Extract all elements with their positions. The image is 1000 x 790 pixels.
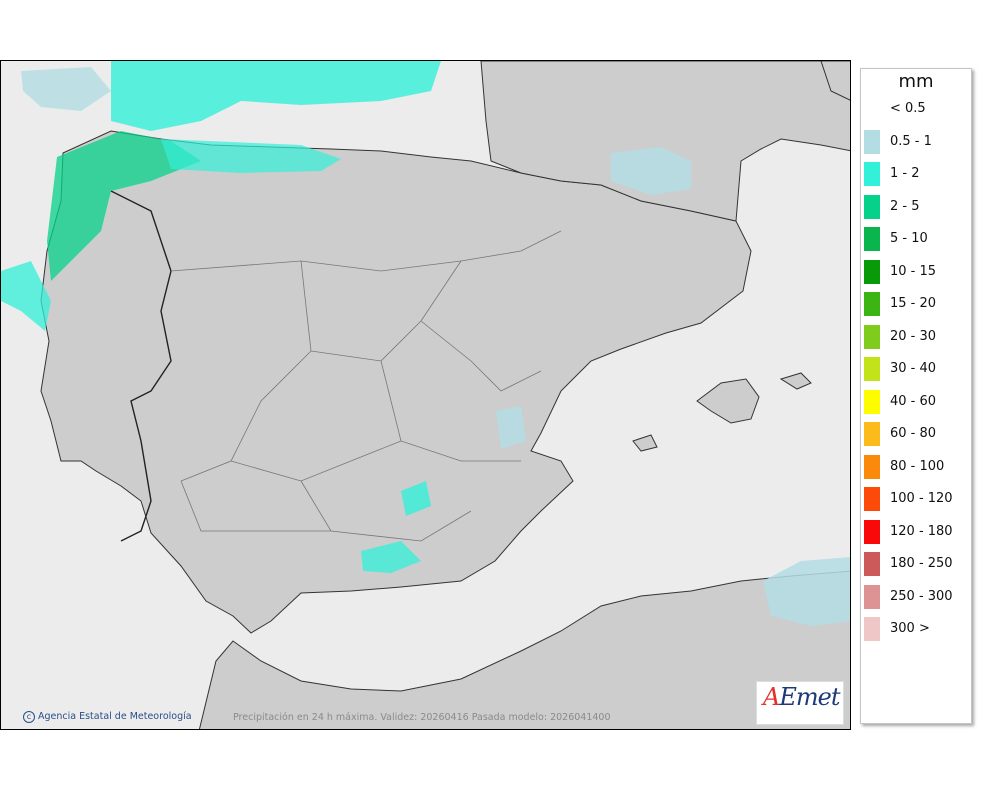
legend-item: 60 - 80: [864, 422, 968, 446]
legend-item: 120 - 180: [864, 519, 968, 544]
legend-unit: mm: [898, 71, 934, 92]
legend-item: 2 - 5: [864, 194, 968, 219]
legend-item: 15 - 20: [864, 292, 968, 316]
precipitation-map: c Agencia Estatal de Meteorología Precipi…: [0, 60, 851, 730]
precip-area-bay-biscay: [611, 147, 691, 195]
legend-label: 60 - 80: [890, 426, 937, 441]
legend-label: < 0.5: [890, 101, 926, 116]
legend-label: 30 - 40: [890, 361, 937, 376]
legend-item: 30 - 40: [864, 357, 968, 381]
legend-label: 80 - 100: [890, 458, 945, 474]
copyright-notice: c Agencia Estatal de Meteorología: [23, 711, 192, 723]
legend-item: 5 - 10: [864, 227, 968, 251]
legend-swatch: [864, 162, 880, 186]
aemet-logo: AEmet: [756, 681, 844, 725]
region-borders: [170, 230, 562, 542]
legend-label: 2 - 5: [890, 198, 920, 214]
legend-swatch: [864, 422, 880, 446]
legend-label: 10 - 15: [890, 263, 937, 279]
logo-wordmark: AEmet: [763, 683, 840, 711]
legend-swatch: [864, 227, 880, 251]
legend-swatch: [864, 617, 880, 641]
legend-label: 0.5 - 1: [890, 133, 932, 149]
legend-swatch: [864, 292, 880, 316]
legend-item: 20 - 30: [864, 324, 968, 349]
legend-item: 1 - 2: [864, 162, 968, 186]
legend-swatch: [864, 194, 880, 219]
legend-label: 250 - 300: [890, 588, 953, 604]
legend-swatch: [864, 487, 880, 511]
map-canvas: [1, 61, 850, 729]
legend-item: 80 - 100: [864, 454, 968, 479]
legend-label: 15 - 20: [890, 296, 937, 311]
iberian-peninsula: [40, 130, 752, 634]
precip-area-westcoast: [1, 261, 51, 331]
legend-swatch: [864, 129, 880, 154]
legend-swatch: [864, 357, 880, 381]
portugal-border: [110, 190, 172, 542]
legend-label: 120 - 180: [890, 523, 953, 539]
precip-area-mediterranean-east: [763, 557, 850, 626]
legend-item: 300 >: [864, 617, 968, 641]
precip-area-cantabrian: [161, 139, 341, 173]
legend-label: 40 - 60: [890, 393, 937, 409]
legend-swatch: [864, 454, 880, 479]
legend-label: 180 - 250: [890, 556, 953, 571]
legend-item: 180 - 250: [864, 552, 968, 576]
legend-item: < 0.5: [864, 97, 968, 121]
legend-swatch: [864, 584, 880, 609]
mallorca: [696, 378, 760, 424]
legend-item: 100 - 120: [864, 487, 968, 511]
precip-area-galicia: [47, 131, 201, 281]
precip-area-light-west: [21, 67, 111, 111]
legend-swatch: [864, 97, 880, 121]
legend-swatch: [864, 389, 880, 414]
legend-swatch: [864, 519, 880, 544]
legend-item: 250 - 300: [864, 584, 968, 609]
sardinia: [820, 61, 850, 101]
menorca: [779, 372, 812, 390]
precip-area-valencia: [496, 406, 526, 449]
ibiza: [632, 434, 658, 452]
legend-swatch: [864, 552, 880, 576]
precip-area-granada: [361, 541, 421, 573]
legend-swatch: [864, 259, 880, 284]
legend-label: 20 - 30: [890, 328, 937, 344]
legend-swatch: [864, 324, 880, 349]
legend-item: 0.5 - 1: [864, 129, 968, 154]
legend-label: 100 - 120: [890, 491, 953, 506]
precipitation-legend: mm < 0.5 0.5 - 1 1 - 2 2 - 5 5 - 10 10 - 15 15…: [860, 68, 972, 724]
legend-label: 5 - 10: [890, 231, 928, 246]
legend-label: 1 - 2: [890, 166, 920, 181]
legend-item: 40 - 60: [864, 389, 968, 414]
copyright-text: Agencia Estatal de Meteorología: [38, 711, 192, 722]
map-caption: Precipitación en 24 h máxima. Validez: 2…: [233, 712, 611, 723]
france: [480, 61, 850, 222]
precip-area-atlantic: [111, 61, 441, 131]
precip-area-southeast: [401, 481, 431, 516]
copyright-icon: c: [23, 711, 35, 723]
legend-label: 300 >: [890, 621, 930, 636]
legend-item: 10 - 15: [864, 259, 968, 284]
